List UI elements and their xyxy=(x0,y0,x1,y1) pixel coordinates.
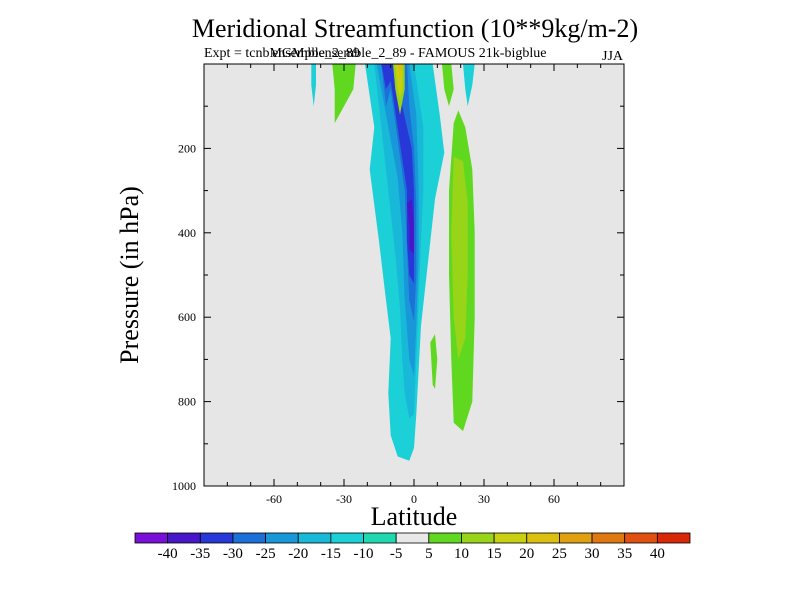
colorbar-swatch xyxy=(559,532,593,544)
colorbar-label: 15 xyxy=(487,546,502,562)
colorbar-label: -5 xyxy=(390,546,403,562)
colorbar-label: -20 xyxy=(288,546,308,562)
x-tick-label: -30 xyxy=(336,492,352,506)
contour-region-10-12 xyxy=(451,156,468,360)
x-tick-label: 30 xyxy=(478,492,490,506)
colorbar-label: 25 xyxy=(552,546,567,562)
x-axis-title: Latitude xyxy=(371,502,458,531)
y-tick-label: 800 xyxy=(178,395,196,409)
colorbar-label: 20 xyxy=(519,546,534,562)
colorbar: -40 -35 -30 -25 -20 -15 -10 -5 5 10 15 20 25 30 35 40 xyxy=(134,532,691,562)
colorbar-swatch xyxy=(363,532,397,544)
colorbar-swatch xyxy=(199,532,234,544)
colorbar-swatch xyxy=(428,532,462,544)
contour-region--10-2 xyxy=(463,64,475,107)
contour-region--10-1 xyxy=(311,64,316,107)
colorbar-label: 5 xyxy=(425,546,433,562)
colorbar-swatch xyxy=(297,532,332,544)
colorbar-swatch xyxy=(167,532,201,544)
colorbar-swatch xyxy=(330,532,364,544)
colorbar-swatch xyxy=(134,532,169,544)
colorbar-swatch xyxy=(591,532,626,544)
colorbar-swatch xyxy=(265,532,299,544)
colorbar-swatch xyxy=(526,532,560,544)
contour-region-5-8 xyxy=(332,64,356,124)
chart-subtitle: Expt = tcnbMGMpbensemble_2_89 - FAMOUS 2… xyxy=(204,46,547,61)
contour-region--35-7 xyxy=(407,199,414,254)
colorbar-label: -25 xyxy=(256,546,276,562)
axis-tick-labels: -60 -30 0 30 60 200 400 600 800 1000 xyxy=(172,141,560,506)
colorbar-swatch xyxy=(656,532,691,544)
y-tick-label: 600 xyxy=(178,310,196,324)
colorbar-label: 40 xyxy=(650,546,665,562)
chart-title: Meridional Streamfunction (10**9kg/m-2) xyxy=(191,14,639,43)
contour-regions xyxy=(311,64,475,461)
colorbar-label: -10 xyxy=(354,546,374,562)
colorbar-label: -15 xyxy=(321,546,341,562)
x-tick-label: -60 xyxy=(266,492,282,506)
x-tick-label: 0 xyxy=(411,492,417,506)
contour-region-20-15 xyxy=(397,64,403,81)
y-tick-label: 400 xyxy=(178,226,196,240)
colorbar-swatch xyxy=(624,532,658,544)
y-tick-label: 200 xyxy=(178,141,196,155)
colorbar-label: -35 xyxy=(190,546,210,562)
colorbar-label: -40 xyxy=(158,546,178,562)
contour-region-5-10 xyxy=(430,334,438,389)
y-tick-label: 1000 xyxy=(172,479,196,493)
colorbar-swatch xyxy=(232,532,266,544)
colorbar-swatch xyxy=(493,532,528,544)
colorbar-label: 35 xyxy=(617,546,632,562)
colorbar-label: -30 xyxy=(223,546,243,562)
contour-region--30-6 xyxy=(381,64,414,284)
colorbar-label: 10 xyxy=(454,546,469,562)
x-tick-label: 60 xyxy=(548,492,560,506)
contour-region-5-9 xyxy=(442,64,454,107)
colorbar-label: 30 xyxy=(585,546,600,562)
overlapping-label: ensemble_2_89 xyxy=(272,46,360,61)
y-axis-title: Pressure (in hPa) xyxy=(115,186,144,364)
axis-ticks xyxy=(204,64,624,486)
colorbar-swatch xyxy=(395,532,430,544)
season-label: JJA xyxy=(602,49,624,64)
colorbar-swatch xyxy=(461,532,495,544)
contour-region--25-5 xyxy=(381,64,417,322)
